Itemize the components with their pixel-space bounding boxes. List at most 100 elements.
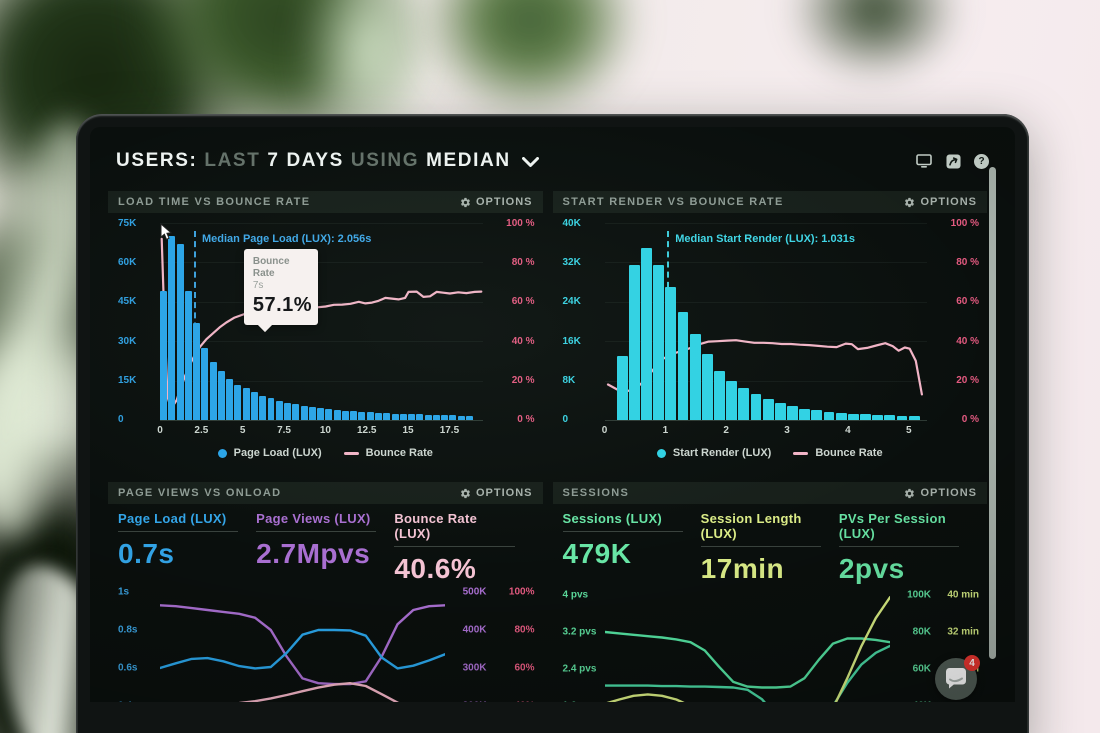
line-series (606, 596, 890, 702)
gear-icon (460, 488, 470, 498)
gridline (160, 380, 483, 382)
metric-value: 2pvs (838, 553, 905, 584)
y-tick-label: 15K (118, 374, 137, 386)
tooltip: Bounce Rate 7s 57.1% (243, 248, 318, 325)
bar (449, 415, 457, 420)
bar (424, 414, 432, 420)
bar (689, 333, 701, 420)
metric-value: 479K (562, 538, 632, 569)
metric-pvs-per-session: PVs Per Session (LUX) 2pvs (838, 511, 977, 585)
gridline (604, 301, 927, 303)
y-tick-label: 100% (508, 586, 535, 598)
bar (308, 406, 316, 420)
gridline (160, 223, 483, 224)
share-icon[interactable] (945, 153, 961, 169)
legend-dot (656, 448, 666, 458)
gridline (160, 301, 483, 303)
bar-chart-plot[interactable]: Median Start Render (LUX): 1.031s (604, 223, 927, 421)
legend-line (343, 451, 359, 455)
legend-label: Start Render (LUX) (672, 447, 772, 459)
chart-legend: Page Load (LUX) Bounce Rate (108, 447, 543, 459)
options-button[interactable]: OPTIONS (460, 487, 533, 499)
bar (823, 411, 835, 420)
panel-start-render-vs-bounce-rate: START RENDER VS BOUNCE RATE OPTIONS 40K 3… (552, 191, 987, 469)
options-button[interactable]: OPTIONS (460, 196, 533, 208)
y-tick-label: 32K (562, 257, 581, 269)
panel-load-time-vs-bounce-rate: LOAD TIME VS BOUNCE RATE OPTIONS 75K 60K 4… (108, 191, 543, 469)
options-button[interactable]: OPTIONS (904, 196, 977, 208)
line-series (160, 628, 445, 670)
chat-unread-badge: 4 (964, 655, 980, 671)
y-tick-label: 80% (514, 624, 535, 636)
gear-icon (905, 197, 915, 207)
options-label: OPTIONS (475, 196, 533, 208)
options-label: OPTIONS (475, 487, 533, 499)
metric-rule (118, 531, 239, 532)
y-tick-label: 24K (562, 296, 581, 308)
bar (184, 291, 192, 420)
y-tick-label: 75K (118, 218, 137, 229)
y-tick-label: 500K (462, 586, 487, 598)
panel-header: START RENDER VS BOUNCE RATE OPTIONS (552, 191, 987, 213)
metrics-row: Page Load (LUX) 0.7s Page Views (LUX) 2.… (108, 504, 543, 585)
y-tick-label: 40 % (956, 335, 979, 347)
bar (383, 413, 391, 420)
y-tick-label: 40K (913, 701, 931, 703)
bar-chart-plot[interactable]: Median Page Load (LUX): 2.056s Bounce Ra… (160, 223, 483, 421)
panel-title: PAGE VIEWS VS ONLOAD (118, 487, 282, 499)
metric-label: Page Views (LUX) (256, 511, 371, 526)
legend-label: Bounce Rate (365, 447, 433, 459)
y-tick-label: 80 % (956, 257, 979, 269)
title-users: USERS: (116, 150, 198, 171)
y-tick-label: 20 % (956, 374, 979, 386)
users-range-dropdown[interactable]: USERS: LAST 7 DAYS USING MEDIAN (116, 150, 539, 172)
gridline (160, 262, 483, 264)
median-label: Median Page Load (LUX): 2.056s (202, 233, 372, 245)
scrollbar[interactable] (989, 167, 996, 659)
bar (787, 406, 798, 420)
chat-widget-button[interactable]: 4 (935, 655, 980, 700)
y-tick-label: 300K (462, 662, 487, 674)
tooltip-value: 57.1% (252, 293, 313, 316)
bar (653, 264, 665, 420)
title-days: 7 DAYS (267, 150, 344, 171)
bar (366, 412, 374, 420)
bar (908, 416, 920, 420)
y-tick-label: 16K (562, 335, 581, 347)
bar (267, 398, 275, 420)
gear-icon (460, 197, 470, 207)
bar (714, 370, 725, 420)
panel-header: SESSIONS OPTIONS (552, 482, 987, 504)
title-using: USING (350, 150, 420, 171)
y-tick-label: 8K (562, 374, 576, 386)
legend-label: Bounce Rate (815, 447, 883, 459)
bar (762, 399, 774, 420)
y-tick-label: 30K (118, 335, 137, 347)
y-tick-label: 20 % (511, 374, 535, 386)
bar (317, 407, 325, 420)
y-tick-label: 60K (912, 663, 931, 675)
x-tick-label: 10 (319, 425, 331, 436)
bar (242, 388, 250, 420)
line-chart[interactable]: 1s 0.8s 0.6s 0.4s 500K 400K 300K 200K 100% 80% 60%… (108, 587, 543, 702)
bar (284, 402, 291, 420)
y-tick-label: 0.6s (118, 662, 138, 674)
options-button[interactable]: OPTIONS (904, 487, 977, 499)
bar (350, 411, 358, 420)
bar (275, 400, 283, 420)
line-chart[interactable]: 4 pvs 3.2 pvs 2.4 pvs 1.6 pvs 100K 80K 60K 40K 4… (553, 587, 988, 702)
y-tick-label: 100 % (950, 218, 979, 229)
bar (209, 362, 217, 420)
display-icon[interactable] (916, 153, 932, 169)
bar (259, 395, 267, 420)
y-tick-label: 3.2 pvs (562, 626, 597, 638)
x-tick-label: 5 (905, 425, 912, 436)
bar (774, 403, 786, 420)
mouse-cursor (160, 223, 173, 240)
line-series (604, 630, 890, 689)
panel-title: START RENDER VS BOUNCE RATE (562, 196, 784, 208)
legend-label: Page Load (LUX) (233, 447, 322, 459)
x-tick-label: 5 (239, 425, 246, 436)
metric-value: 40.6% (394, 553, 477, 584)
help-icon[interactable]: ? (974, 153, 989, 169)
